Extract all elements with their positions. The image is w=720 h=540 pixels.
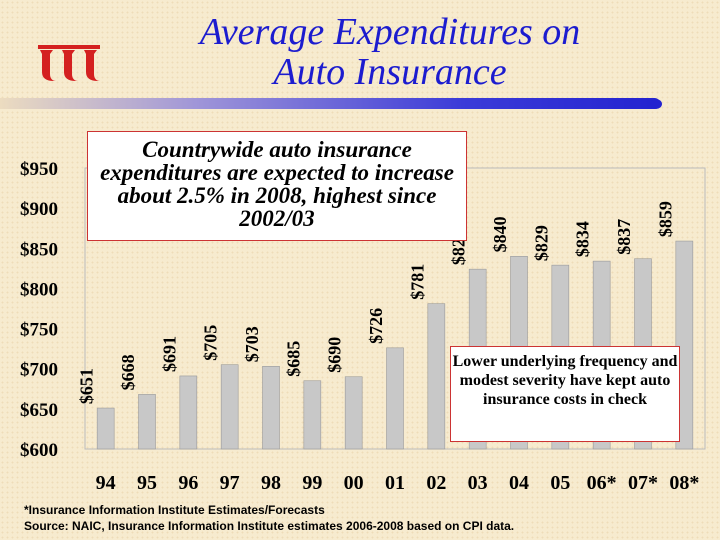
- data-label: $691: [159, 336, 179, 372]
- data-label: $668: [118, 354, 138, 390]
- title-divider: [0, 98, 660, 109]
- data-label: $781: [407, 264, 427, 300]
- footnote-estimates: *Insurance Information Institute Estimat…: [24, 503, 325, 517]
- data-labels: $651 $668$691 $705 $703 $685 $690$726$781$824…: [77, 201, 676, 404]
- data-label: $651: [77, 368, 97, 404]
- y-tick-label: $650: [20, 400, 58, 421]
- y-tick-label: $950: [20, 159, 58, 180]
- title-line-1: Average Expenditures on: [199, 11, 581, 53]
- x-tick-label: 95: [137, 472, 157, 494]
- y-tick-label: $700: [20, 360, 58, 381]
- bar: [344, 376, 363, 450]
- page-title: Average Expenditures on Auto Insurance: [150, 12, 630, 92]
- y-tick-label: $850: [20, 239, 58, 260]
- bar: [303, 380, 322, 450]
- y-tick-label: $600: [20, 440, 58, 461]
- bar: [138, 394, 156, 450]
- iii-logo-icon: [38, 45, 100, 81]
- callout-main-text: Countrywide auto insurance expenditures …: [100, 137, 454, 231]
- y-tick-label: $750: [20, 320, 58, 341]
- data-label: $859: [655, 201, 675, 237]
- x-axis: 94 95 96 97 98 99 00 01 02 03 04 05 06* 07* 08*: [96, 472, 700, 494]
- x-tick-label: 07*: [628, 472, 658, 494]
- x-tick-label: 06*: [587, 472, 617, 494]
- x-tick-label: 01: [385, 472, 405, 494]
- data-label: $685: [283, 341, 303, 377]
- callout-main: Countrywide auto insurance expenditures …: [87, 131, 467, 241]
- data-label: $834: [573, 221, 593, 257]
- bar: [96, 407, 115, 450]
- x-tick-label: 03: [468, 472, 488, 494]
- bar: [386, 347, 404, 450]
- data-label: $690: [325, 337, 345, 373]
- x-tick-label: 94: [96, 472, 116, 494]
- x-tick-label: 08*: [669, 472, 699, 494]
- data-label: $837: [614, 219, 634, 255]
- data-label: $705: [201, 325, 221, 361]
- bar: [675, 240, 694, 450]
- bar: [427, 303, 446, 450]
- x-tick-label: 05: [550, 472, 570, 494]
- x-tick-label: 02: [426, 472, 446, 494]
- y-tick-label: $900: [20, 199, 58, 220]
- callout-secondary-text: Lower underlying frequency and modest se…: [452, 353, 678, 408]
- x-tick-label: 04: [509, 472, 529, 494]
- data-label: $726: [366, 308, 386, 344]
- data-label: $703: [242, 326, 262, 362]
- y-axis: $950 $900 $850 $800 $750 $700 $650 $600: [20, 159, 58, 461]
- data-label: $829: [531, 225, 551, 261]
- y-tick-label: $800: [20, 279, 58, 300]
- bar: [179, 375, 198, 450]
- x-tick-label: 97: [220, 472, 240, 494]
- x-tick-label: 98: [261, 472, 281, 494]
- x-tick-label: 96: [178, 472, 198, 494]
- x-tick-label: 99: [302, 472, 322, 494]
- title-divider-cap: [650, 99, 662, 109]
- bar: [262, 366, 280, 450]
- bar: [220, 364, 239, 450]
- callout-secondary: Lower underlying frequency and modest se…: [450, 346, 680, 442]
- x-tick-label: 00: [344, 472, 364, 494]
- title-line-2: Auto Insurance: [273, 51, 507, 93]
- data-label: $840: [490, 216, 510, 252]
- footnote-source: Source: NAIC, Insurance Information Inst…: [24, 519, 515, 533]
